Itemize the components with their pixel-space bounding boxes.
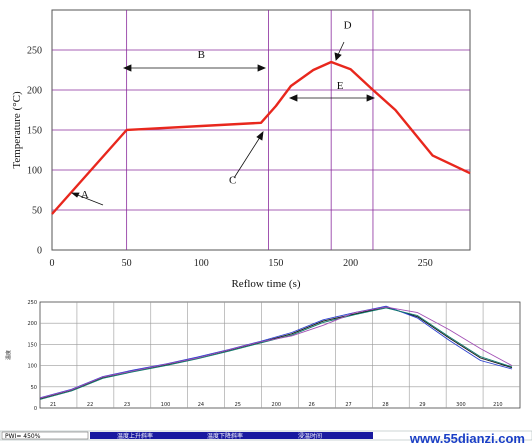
- arrowhead-a: [70, 192, 80, 198]
- bottom-x-ticks: 21 22 23 100 24 25 200 26 27 28 29 300 210: [50, 402, 503, 408]
- bottom-x-tick-label: 200: [272, 402, 282, 408]
- grid: [52, 49, 470, 211]
- bottom-x-tick-label: 300: [456, 402, 466, 408]
- bottom-x-tick-label: 26: [308, 402, 314, 408]
- annotation-labels: A B C D E: [81, 19, 352, 201]
- y-tick-label: 150: [27, 126, 42, 137]
- x-tick-label: 100: [194, 258, 209, 269]
- y-axis-ticks: 0 50 100 150 200 250: [27, 46, 42, 257]
- bottom-series-line: [39, 305, 513, 399]
- bottom-y-tick-label: 100: [27, 364, 37, 370]
- x-tick-label: 250: [418, 258, 433, 269]
- status-header-band: [90, 432, 373, 439]
- x-axis-ticks: 0 50 100 150 200 250: [50, 258, 433, 269]
- bottom-y-tick-label: 200: [27, 321, 37, 327]
- watermark: www.55dianzi.com: [409, 431, 525, 446]
- y-tick-label: 250: [27, 46, 42, 57]
- series-group: [51, 60, 471, 215]
- pwi-text: PWI= 450%: [5, 433, 41, 440]
- annotation-label: D: [344, 19, 352, 31]
- bottom-x-tick-label: 21: [50, 402, 56, 408]
- arrowhead-b-left: [122, 64, 132, 72]
- arrowhead-d: [334, 52, 342, 61]
- bottom-x-tick-label: 27: [345, 402, 351, 408]
- bottom-x-tick-label: 28: [382, 402, 388, 408]
- annotation-arrows: [70, 41, 376, 206]
- bottom-y-tick-label: 50: [31, 385, 37, 391]
- arrowhead-c: [256, 131, 264, 141]
- annotation-label: E: [337, 80, 344, 92]
- x-tick-label: 0: [50, 258, 55, 269]
- reflow-measurement-chart: 0 50 100 150 200 250 21 22 23 100 24 25 200 26 27 28 29…: [0, 293, 532, 447]
- x-tick-label: 200: [343, 258, 358, 269]
- bottom-x-tick-label: 25: [235, 402, 241, 408]
- x-tick-label: 50: [122, 258, 132, 269]
- x-tick-label: 150: [268, 258, 283, 269]
- bottom-x-tick-label: 29: [419, 402, 425, 408]
- y-tick-label: 50: [32, 206, 42, 217]
- arrowhead-e-left: [288, 94, 298, 102]
- bottom-x-tick-label: 24: [198, 402, 204, 408]
- status-col1: 温度上升斜率: [117, 432, 153, 440]
- x-axis-title: Reflow time (s): [231, 278, 300, 290]
- bottom-x-tick-label: 210: [493, 402, 503, 408]
- bottom-y-tick-label: 0: [34, 406, 37, 412]
- arrow-a: [74, 193, 104, 206]
- status-col2: 温度下降斜率: [207, 432, 243, 440]
- y-tick-label: 100: [27, 166, 42, 177]
- series-line: [51, 60, 471, 215]
- arrowhead-b-right: [257, 64, 267, 72]
- bottom-series-line: [39, 306, 513, 399]
- annotation-label: B: [198, 49, 205, 61]
- y-tick-label: 200: [27, 86, 42, 97]
- y-axis-title: Temperature (°C): [11, 91, 23, 169]
- bottom-y-axis-title: 温度: [5, 350, 12, 360]
- pwi-cell: [1, 431, 89, 440]
- status-bar: PWI= 450% 温度上升斜率 温度下降斜率 浸温时间: [0, 430, 532, 441]
- bottom-x-tick-label: 23: [124, 402, 130, 408]
- bottom-x-tick-label: 100: [161, 402, 171, 408]
- bottom-y-ticks: 0 50 100 150 200 250: [27, 300, 37, 412]
- y-tick-label: 0: [37, 246, 42, 257]
- bottom-series-group: [39, 305, 513, 400]
- bottom-plot-area: [39, 301, 521, 409]
- bottom-grid: [40, 302, 520, 408]
- arrowhead-e-right: [366, 94, 376, 102]
- reflow-profile-chart: 0 50 100 150 200 250 0 50 100 150 200 250 A B C D E Re…: [11, 9, 471, 290]
- annotation-label: C: [229, 175, 236, 187]
- annotation-label: A: [81, 189, 89, 201]
- status-col3: 浸温时间: [298, 432, 322, 440]
- bottom-y-tick-label: 250: [27, 300, 37, 306]
- bottom-x-tick-label: 22: [87, 402, 93, 408]
- bottom-y-tick-label: 150: [27, 342, 37, 348]
- arrow-c: [233, 133, 263, 179]
